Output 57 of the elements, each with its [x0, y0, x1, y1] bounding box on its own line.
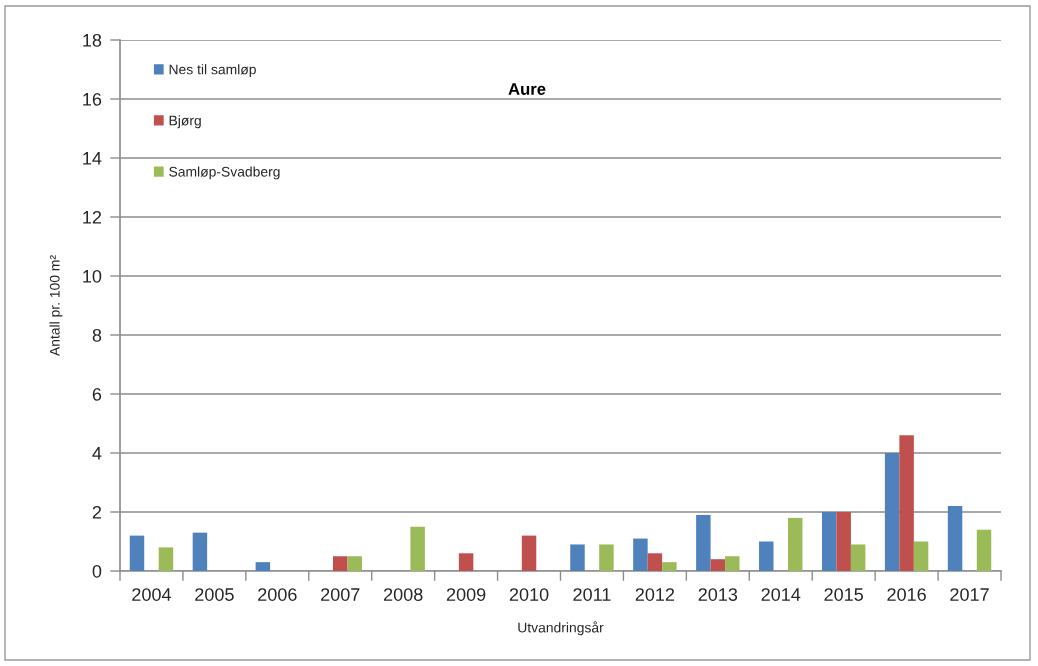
x-tick-label: 2010 — [509, 588, 549, 601]
bar — [725, 556, 740, 571]
bar — [787, 517, 803, 571]
x-axis-title: Utvandringsår — [518, 621, 604, 636]
bar — [333, 556, 348, 571]
text: Aure — [508, 83, 546, 95]
bar — [899, 435, 914, 571]
bar — [850, 544, 866, 571]
legend-label: Nes til samløp — [169, 64, 256, 78]
bar — [255, 562, 271, 571]
bar — [570, 544, 585, 571]
y-tick-label: 18 — [83, 33, 102, 47]
x-tick-label: 2006 — [258, 588, 297, 601]
bar — [521, 535, 537, 571]
x-tick-label: 2016 — [887, 588, 926, 601]
bar — [821, 512, 837, 571]
bar — [759, 541, 774, 571]
bar — [158, 547, 174, 571]
x-tick-label: 2004 — [132, 588, 172, 601]
x-tick-label: 2014 — [761, 588, 801, 601]
bar — [647, 553, 663, 571]
y-tick-label: 16 — [83, 92, 102, 106]
bar — [192, 532, 208, 571]
bar — [458, 553, 474, 571]
bar — [976, 529, 992, 571]
y-tick-label: 6 — [92, 387, 102, 401]
y-tick-label: 12 — [83, 210, 102, 224]
y-tick-label: 0 — [92, 564, 102, 578]
bar — [347, 556, 362, 571]
x-tick-label: 2012 — [635, 588, 675, 601]
y-tick-label: 14 — [83, 152, 102, 165]
y-tick-label: 10 — [83, 269, 102, 283]
y-axis-title: Antall pr. 100 m² — [49, 255, 63, 357]
bar — [410, 526, 425, 571]
bar — [599, 544, 614, 571]
bar — [662, 562, 677, 571]
x-tick-label: 2013 — [698, 588, 738, 601]
x-tick-label: 2007 — [321, 588, 360, 601]
legend-label: Samløp-Svadberg — [169, 166, 280, 180]
x-tick-label: 2011 — [573, 588, 611, 601]
bar — [129, 535, 145, 571]
x-tick-label: 2008 — [384, 588, 423, 601]
y-tick-label: 2 — [92, 505, 102, 519]
x-tick-label: 2015 — [824, 588, 864, 601]
bar — [913, 541, 929, 571]
bar — [633, 538, 648, 571]
bar — [884, 453, 900, 571]
x-tick-label: 2017 — [950, 588, 989, 601]
bar — [696, 514, 711, 571]
x-tick-label: 2005 — [195, 588, 234, 601]
x-tick-label: 2009 — [446, 588, 486, 601]
y-tick-label: 8 — [92, 328, 102, 342]
bar — [947, 506, 963, 571]
bar — [710, 559, 726, 571]
y-tick-label: 4 — [92, 447, 102, 460]
legend-label: Bjørg — [169, 115, 201, 129]
bar — [836, 512, 851, 571]
